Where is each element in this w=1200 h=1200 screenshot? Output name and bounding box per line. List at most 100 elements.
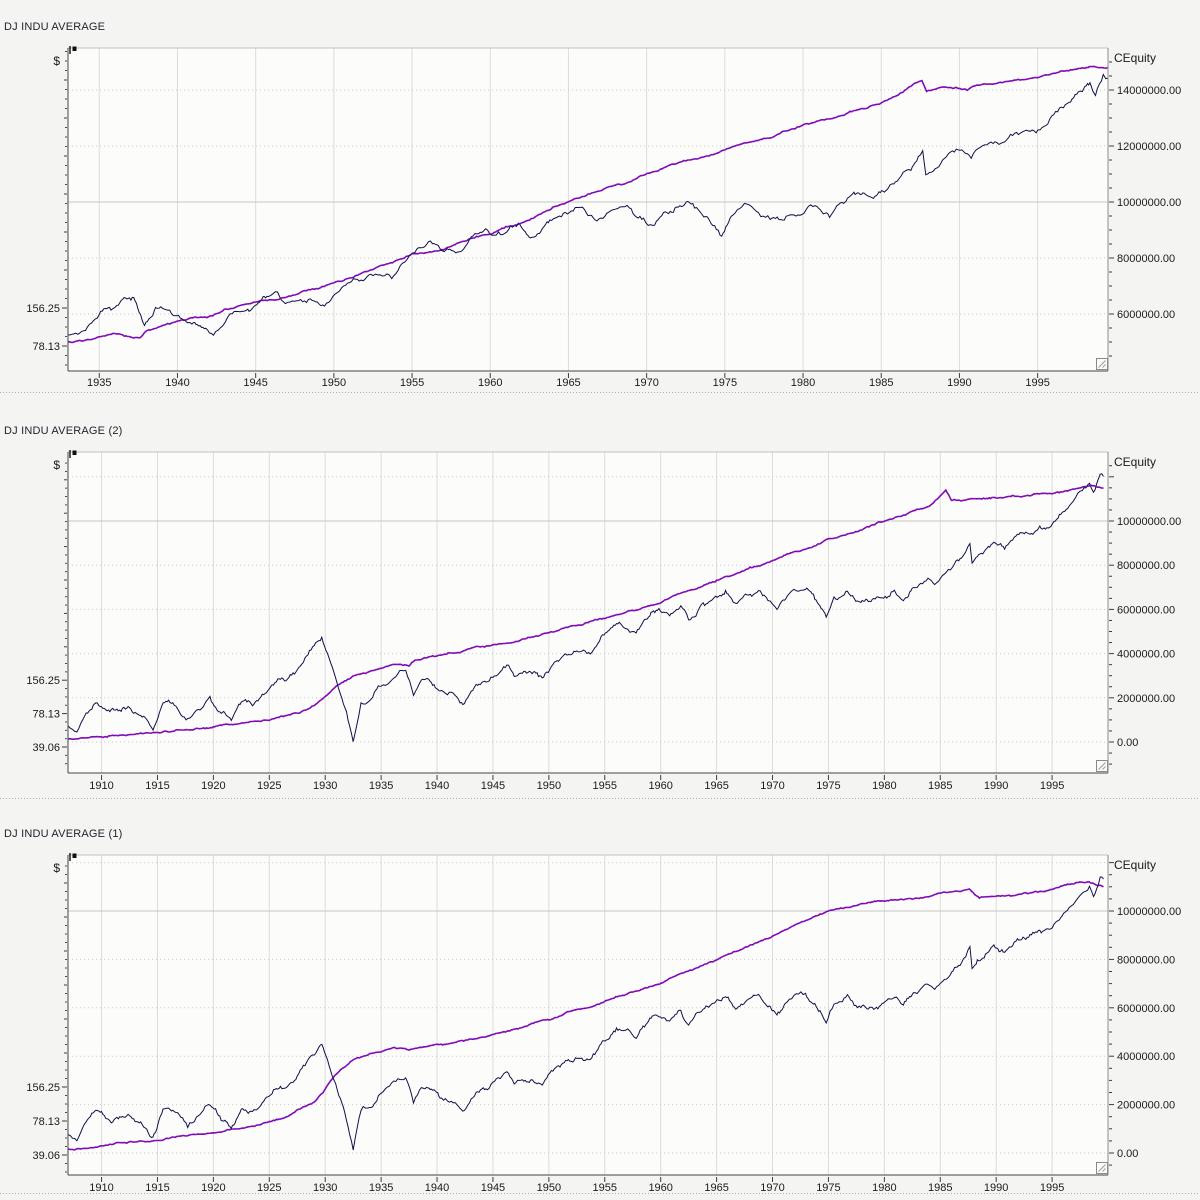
- chart-title-3: DJ INDU AVERAGE (1): [4, 828, 123, 840]
- x-tick-label: 1940: [425, 780, 449, 792]
- equity-line-blue: [67, 484, 1104, 740]
- right-axis: 0.00 2000000.00 4000000.00 6000000.00 800000…: [1109, 858, 1181, 1166]
- price-line: [67, 876, 1104, 1151]
- x-tick-label: 1960: [478, 377, 502, 389]
- left-tick-label: 39.06: [32, 1150, 60, 1162]
- x-tick-label: 1965: [556, 377, 580, 389]
- right-axis-title: CEquity: [1114, 51, 1156, 65]
- right-tick-label: 12000000.00: [1117, 141, 1181, 153]
- series-marker-icon: [69, 46, 77, 54]
- x-axis: 1910 1915 1920 1925 1930 1935 1940 1945 1950 1955…: [89, 775, 1064, 792]
- x-tick-label: 1985: [928, 1182, 952, 1194]
- series-marker-icon: [69, 853, 77, 861]
- price-line: [67, 473, 1104, 742]
- x-tick-label: 1965: [704, 1182, 728, 1194]
- right-axis: 6000000.00 8000000.00 10000000.00 12000000.…: [1109, 51, 1181, 357]
- x-tick-label: 1935: [87, 377, 111, 389]
- x-tick-label: 1975: [816, 780, 840, 792]
- right-tick-label: 6000000.00: [1117, 604, 1175, 616]
- x-tick-label: 1915: [145, 1182, 169, 1194]
- right-axis-title: CEquity: [1114, 858, 1156, 872]
- plot-area[interactable]: [68, 452, 1108, 773]
- x-tick-label: 1940: [425, 1182, 449, 1194]
- horizontal-gridlines: [68, 476, 1108, 743]
- x-tick-label: 1970: [634, 377, 658, 389]
- x-tick-label: 1950: [537, 1182, 561, 1194]
- x-tick-label: 1925: [257, 1182, 281, 1194]
- left-axis: 39.06 78.13 156.25 $: [26, 458, 67, 765]
- x-tick-label: 1985: [928, 780, 952, 792]
- right-tick-label: 14000000.00: [1117, 85, 1181, 97]
- x-tick-label: 1930: [313, 1182, 337, 1194]
- right-tick-label: 2000000.00: [1117, 693, 1175, 705]
- x-tick-label: 1955: [400, 377, 424, 389]
- x-tick-label: 1970: [760, 1182, 784, 1194]
- chart-panel-2: 39.06 78.13 156.25 $0.00 2000000.00 4000000.0…: [0, 450, 1200, 799]
- x-tick-label: 1955: [593, 1182, 617, 1194]
- x-tick-label: 1965: [704, 780, 728, 792]
- resize-grip-icon[interactable]: [1096, 358, 1108, 370]
- series-marker-icon: [69, 450, 77, 458]
- left-tick-label: 78.13: [32, 709, 60, 721]
- x-tick-label: 1915: [145, 780, 169, 792]
- plot-area[interactable]: [68, 48, 1108, 371]
- left-tick-label: 156.25: [26, 1082, 60, 1094]
- x-tick-label: 1995: [1025, 377, 1049, 389]
- horizontal-gridlines: [68, 89, 1108, 315]
- left-axis-title: $: [53, 54, 60, 68]
- x-tick-label: 1995: [1040, 1182, 1064, 1194]
- x-tick-label: 1930: [313, 780, 337, 792]
- left-axis-title: $: [53, 458, 60, 472]
- left-tick-label: 39.06: [32, 742, 60, 754]
- right-tick-label: 8000000.00: [1117, 954, 1175, 966]
- x-tick-label: 1920: [201, 780, 225, 792]
- x-tick-label: 1980: [791, 377, 815, 389]
- x-tick-label: 1945: [481, 780, 505, 792]
- x-tick-label: 1990: [984, 1182, 1008, 1194]
- chart-panel-3: 39.06 78.13 156.25 $0.00 2000000.00 4000000.0…: [0, 853, 1200, 1194]
- x-tick-label: 1945: [481, 1182, 505, 1194]
- x-axis: 1935 1940 1945 1950 1955 1960 1965 1970 1975 1980…: [87, 373, 1050, 389]
- x-tick-label: 1935: [369, 1182, 393, 1194]
- x-tick-label: 1955: [593, 780, 617, 792]
- x-tick-label: 1980: [872, 1182, 896, 1194]
- equity-line-blue: [68, 65, 1109, 344]
- left-tick-label: 78.13: [32, 341, 60, 353]
- x-tick-label: 1960: [648, 780, 672, 792]
- x-tick-label: 1980: [872, 780, 896, 792]
- right-tick-label: 10000000.00: [1117, 906, 1181, 918]
- resize-grip-icon[interactable]: [1096, 760, 1108, 772]
- left-tick-label: 156.25: [26, 303, 60, 315]
- x-tick-label: 1950: [322, 377, 346, 389]
- chart-title-1: DJ INDU AVERAGE: [4, 21, 106, 33]
- x-tick-label: 1975: [816, 1182, 840, 1194]
- x-tick-label: 1985: [869, 377, 893, 389]
- right-tick-label: 6000000.00: [1117, 1003, 1175, 1015]
- chart-panel-1: 78.13 156.25 $6000000.00 8000000.00 10000000…: [0, 46, 1200, 393]
- x-tick-label: 1990: [984, 780, 1008, 792]
- x-tick-label: 1925: [257, 780, 281, 792]
- x-tick-label: 1990: [947, 377, 971, 389]
- x-tick-label: 1960: [648, 1182, 672, 1194]
- left-axis: 78.13 156.25 $: [26, 51, 67, 366]
- right-tick-label: 4000000.00: [1117, 649, 1175, 661]
- x-tick-label: 1910: [89, 780, 113, 792]
- plot-area[interactable]: [68, 855, 1108, 1175]
- left-axis-title: $: [53, 861, 60, 875]
- right-tick-label: 8000000.00: [1117, 253, 1175, 265]
- left-axis: 39.06 78.13 156.25 $: [26, 861, 67, 1173]
- x-tick-label: 1970: [760, 780, 784, 792]
- right-tick-label: 6000000.00: [1117, 309, 1175, 321]
- right-tick-label: 10000000.00: [1117, 516, 1181, 528]
- right-axis-title: CEquity: [1114, 455, 1156, 469]
- vertical-gridlines: [101, 855, 1053, 1175]
- x-tick-label: 1910: [89, 1182, 113, 1194]
- x-tick-label: 1995: [1040, 780, 1064, 792]
- resize-grip-icon[interactable]: [1096, 1162, 1108, 1174]
- x-tick-label: 1975: [713, 377, 737, 389]
- x-tick-label: 1935: [369, 780, 393, 792]
- x-axis: 1910 1915 1920 1925 1930 1935 1940 1945 1950 1955…: [89, 1177, 1064, 1194]
- price-line: [67, 73, 1109, 336]
